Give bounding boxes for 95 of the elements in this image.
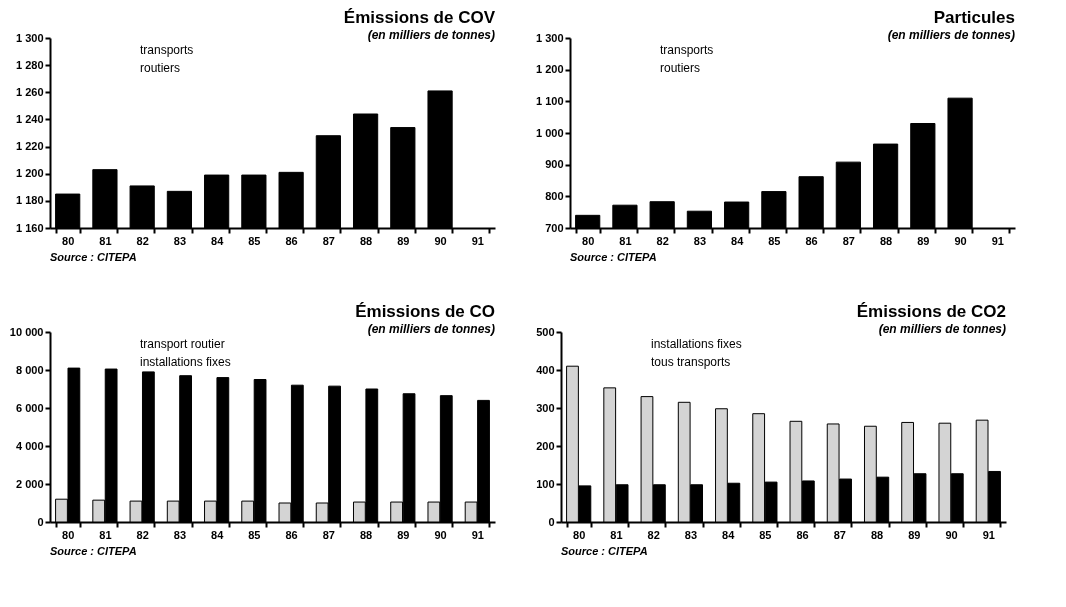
x-tick-label: 90 xyxy=(954,234,967,247)
x-tick-label: 84 xyxy=(211,528,225,541)
x-tick-label: 81 xyxy=(619,234,632,247)
x-tick-label: 88 xyxy=(870,528,884,541)
annotation: transports xyxy=(140,43,194,57)
x-tick-label: 81 xyxy=(610,528,623,541)
y-tick-label: 1 280 xyxy=(15,58,44,71)
y-tick-label: 1 180 xyxy=(15,194,44,207)
x-tick-label: 82 xyxy=(656,234,669,247)
y-tick-label: 0 xyxy=(37,515,44,528)
y-tick-label: 1 240 xyxy=(15,112,44,125)
x-tick-label: 87 xyxy=(842,234,855,247)
x-tick-label: 88 xyxy=(359,234,373,247)
y-tick-label: 2 000 xyxy=(15,477,44,490)
y-tick-label: 0 xyxy=(548,515,555,528)
x-tick-label: 86 xyxy=(796,528,809,541)
y-tick-label: 500 xyxy=(536,325,555,338)
x-tick-label: 80 xyxy=(573,528,586,541)
x-tick-label: 91 xyxy=(991,234,1004,247)
chart-subtitle: (en milliers de tonnes) xyxy=(367,28,495,42)
x-tick-label: 84 xyxy=(731,234,745,247)
y-tick-label: 6 000 xyxy=(15,401,44,414)
chart-title: Émissions de CO2 xyxy=(856,302,1006,321)
source-note: Source : CITEPA xyxy=(50,251,137,263)
x-tick-label: 86 xyxy=(285,234,298,247)
annotation: tous transports xyxy=(651,355,731,369)
x-tick-label: 80 xyxy=(62,234,75,247)
y-tick-label: 1 100 xyxy=(535,94,564,107)
annotation: installations fixes xyxy=(140,355,231,369)
x-tick-label: 89 xyxy=(917,234,930,247)
annotation: routiers xyxy=(140,61,181,75)
x-tick-label: 88 xyxy=(879,234,893,247)
y-tick-label: 1 260 xyxy=(15,85,44,98)
chart-subtitle: (en milliers de tonnes) xyxy=(878,322,1006,336)
source-note: Source : CITEPA xyxy=(570,251,657,263)
y-tick-label: 900 xyxy=(545,158,564,171)
annotation: installations fixes xyxy=(651,337,742,351)
x-tick-label: 85 xyxy=(768,234,781,247)
annotation: routiers xyxy=(660,61,701,75)
x-tick-label: 91 xyxy=(471,528,484,541)
y-tick-label: 200 xyxy=(536,439,555,452)
y-tick-label: 300 xyxy=(536,401,555,414)
y-tick-label: 1 300 xyxy=(15,31,44,44)
x-tick-label: 80 xyxy=(582,234,595,247)
y-tick-label: 1 160 xyxy=(15,221,44,234)
x-tick-label: 82 xyxy=(136,528,149,541)
chart-subtitle: (en milliers de tonnes) xyxy=(887,28,1015,42)
y-tick-label: 700 xyxy=(545,221,564,234)
annotation: transports xyxy=(660,43,714,57)
x-tick-label: 85 xyxy=(248,528,261,541)
chart-title: Particules xyxy=(933,8,1015,27)
y-tick-label: 10 000 xyxy=(9,325,44,338)
chart-subtitle: (en milliers de tonnes) xyxy=(367,322,495,336)
x-tick-label: 83 xyxy=(693,234,707,247)
source-note: Source : CITEPA xyxy=(561,545,648,557)
x-tick-label: 81 xyxy=(99,234,112,247)
y-tick-label: 100 xyxy=(536,477,555,490)
x-tick-label: 90 xyxy=(945,528,958,541)
y-tick-label: 4 000 xyxy=(15,439,44,452)
x-tick-label: 82 xyxy=(647,528,660,541)
x-tick-label: 91 xyxy=(471,234,484,247)
x-tick-label: 80 xyxy=(62,528,75,541)
x-tick-label: 89 xyxy=(908,528,921,541)
x-tick-label: 85 xyxy=(248,234,261,247)
chart-title: Émissions de CO xyxy=(355,302,495,321)
x-tick-label: 87 xyxy=(322,234,335,247)
x-tick-label: 87 xyxy=(833,528,846,541)
x-tick-label: 84 xyxy=(722,528,736,541)
x-tick-label: 85 xyxy=(759,528,772,541)
y-tick-label: 1 220 xyxy=(15,140,44,153)
x-tick-label: 84 xyxy=(211,234,225,247)
x-tick-label: 81 xyxy=(99,528,112,541)
y-tick-label: 800 xyxy=(545,189,564,202)
x-tick-label: 83 xyxy=(173,528,187,541)
x-tick-label: 82 xyxy=(136,234,149,247)
x-tick-label: 90 xyxy=(434,234,447,247)
y-tick-label: 8 000 xyxy=(15,363,44,376)
x-tick-label: 88 xyxy=(359,528,373,541)
y-tick-label: 400 xyxy=(536,363,555,376)
chart-title: Émissions de COV xyxy=(343,8,496,27)
x-tick-label: 90 xyxy=(434,528,447,541)
y-tick-label: 1 200 xyxy=(15,167,44,180)
source-note: Source : CITEPA xyxy=(50,545,137,557)
x-tick-label: 89 xyxy=(397,528,410,541)
y-tick-label: 1 000 xyxy=(535,126,564,139)
y-tick-label: 1 200 xyxy=(535,63,564,76)
x-tick-label: 91 xyxy=(982,528,995,541)
annotation: transport routier xyxy=(140,337,225,351)
x-tick-label: 83 xyxy=(684,528,698,541)
x-tick-label: 83 xyxy=(173,234,187,247)
x-tick-label: 89 xyxy=(397,234,410,247)
y-tick-label: 1 300 xyxy=(535,31,564,44)
x-tick-label: 87 xyxy=(322,528,335,541)
x-tick-label: 86 xyxy=(805,234,818,247)
x-tick-label: 86 xyxy=(285,528,298,541)
